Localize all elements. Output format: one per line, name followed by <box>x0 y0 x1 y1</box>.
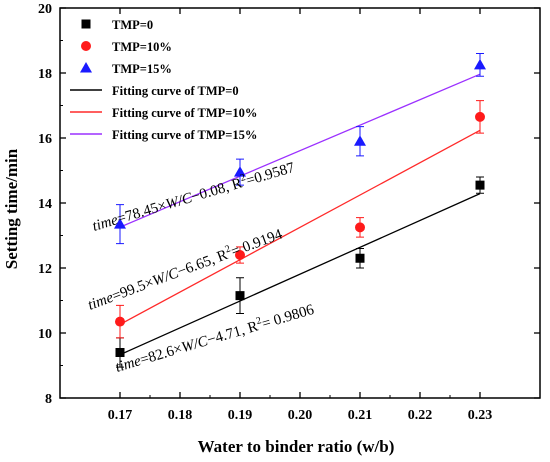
x-tick-label: 0.18 <box>168 408 193 423</box>
y-tick-label: 10 <box>38 327 52 342</box>
legend-marker <box>81 19 91 29</box>
data-points <box>114 58 486 357</box>
legend: TMP=0 TMP=10% TMP=15% Fitting curve of TMP=… <box>70 18 257 142</box>
data-point <box>234 166 246 177</box>
legend-label: Fitting curve of TMP=15% <box>112 128 257 142</box>
data-point <box>235 250 245 260</box>
fit-line <box>119 129 481 325</box>
data-point <box>355 222 365 233</box>
legend-marker <box>81 41 91 51</box>
x-tick-label: 0.21 <box>348 408 373 423</box>
x-tick-label: 0.19 <box>228 408 253 423</box>
fit-equation: time=99.5×W/C−6.65, R2= 0.9194 <box>85 224 285 313</box>
legend-marker <box>80 62 92 73</box>
data-point <box>354 135 366 146</box>
data-point <box>115 316 125 327</box>
fit-equation: time=78.45×W/C−0.08, R2=0.9587 <box>90 158 297 235</box>
x-axis-title: Water to binder ratio (w/b) <box>198 437 395 456</box>
data-point <box>114 218 126 229</box>
x-tick-label: 0.22 <box>408 408 433 423</box>
legend-label: Fitting curve of TMP=0 <box>112 84 239 98</box>
data-point <box>475 111 485 122</box>
y-tick-label: 8 <box>45 392 52 407</box>
y-tick-label: 18 <box>38 67 52 82</box>
axes: 0.17 0.18 0.19 0.20 0.21 0.22 0.23 8 10 12 14 16 18 2… <box>38 2 541 423</box>
data-point <box>115 348 125 357</box>
y-axis-title: Setting time/min <box>2 148 21 269</box>
y-tick-label: 12 <box>38 262 52 277</box>
data-point <box>235 291 245 301</box>
y-tick-label: 14 <box>38 197 52 212</box>
fit-lines <box>119 73 481 356</box>
x-tick-label: 0.17 <box>108 408 133 423</box>
y-tick-label: 20 <box>38 2 52 17</box>
legend-label: TMP=15% <box>112 62 172 76</box>
legend-label: TMP=10% <box>112 40 172 54</box>
data-point <box>475 180 485 190</box>
fit-line <box>119 193 481 356</box>
data-point <box>355 253 365 263</box>
legend-label: Fitting curve of TMP=10% <box>112 106 257 120</box>
x-tick-label: 0.23 <box>468 408 493 423</box>
fit-line <box>119 73 481 228</box>
x-tick-label: 0.20 <box>288 408 313 423</box>
legend-label: TMP=0 <box>112 18 153 32</box>
data-point <box>474 58 486 70</box>
y-tick-label: 16 <box>38 132 52 147</box>
